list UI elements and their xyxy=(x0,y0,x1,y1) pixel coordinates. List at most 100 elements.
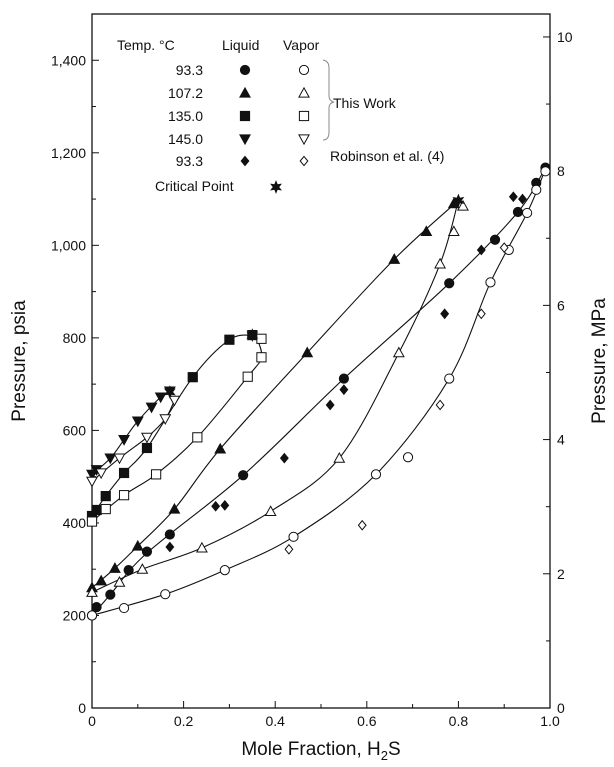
legend-liquid-marker xyxy=(240,155,250,167)
data-point xyxy=(522,207,533,219)
curve-line xyxy=(91,200,459,593)
y-right-tick-label: 6 xyxy=(557,297,565,313)
legend-temp-label: 145.0 xyxy=(168,131,203,147)
data-point xyxy=(339,384,349,396)
data-point xyxy=(279,452,289,464)
data-point xyxy=(86,610,98,621)
legend-robinson: Robinson et al. (4) xyxy=(330,148,444,164)
data-point xyxy=(457,199,469,211)
data-point xyxy=(508,191,518,203)
data-point xyxy=(264,505,277,516)
y-right-tick-label: 8 xyxy=(557,163,565,179)
curve-line xyxy=(91,167,546,616)
data-point xyxy=(151,469,162,480)
data-point xyxy=(187,372,198,383)
legend-temp-label: 93.3 xyxy=(176,62,203,78)
data-point xyxy=(518,193,527,205)
legend-header-temp: Temp. °C xyxy=(117,37,175,53)
legend-liquid-marker xyxy=(239,110,251,122)
data-point xyxy=(476,308,486,320)
data-point xyxy=(108,562,121,573)
data-point xyxy=(141,432,153,444)
legend-liquid-marker xyxy=(239,64,251,76)
data-point xyxy=(118,602,130,614)
data-point xyxy=(333,452,346,463)
data-point xyxy=(246,328,259,342)
data-point xyxy=(86,586,98,597)
plot-border xyxy=(91,13,551,709)
data-point xyxy=(91,504,102,516)
legend-liquid-marker xyxy=(239,134,251,146)
curves xyxy=(91,167,546,617)
data-point xyxy=(86,516,98,527)
curve-line xyxy=(91,200,459,589)
x-axis-title-subscript: 2 xyxy=(381,748,388,763)
data-point xyxy=(489,234,501,245)
y-right-tick-label: 0 xyxy=(557,700,565,716)
data-point xyxy=(301,346,314,358)
x-tick-label: 1.0 xyxy=(540,713,560,729)
y-axis-title-left: Pressure, psia xyxy=(9,300,30,422)
legend-vapor-marker xyxy=(298,64,310,76)
data-point xyxy=(452,193,465,208)
curve-line xyxy=(91,168,546,617)
legend-header-liquid: Liquid xyxy=(222,37,259,53)
y-right-tick-label: 10 xyxy=(557,29,573,45)
legend-temp-label: 93.3 xyxy=(176,153,203,169)
data-point xyxy=(168,395,181,407)
data-point xyxy=(392,346,405,358)
data-point xyxy=(242,371,253,382)
legend-critical-star xyxy=(270,180,282,194)
data-point xyxy=(105,589,116,600)
x-tick-label: 0.8 xyxy=(449,713,469,729)
data-point xyxy=(131,416,144,428)
data-point xyxy=(485,277,496,288)
data-point xyxy=(100,503,111,515)
x-axis-title: Mole Fraction, H2S xyxy=(241,739,400,763)
y-left-tick-label: 0 xyxy=(78,700,86,716)
data-point xyxy=(95,574,108,586)
data-point xyxy=(160,589,171,600)
data-point xyxy=(338,373,349,384)
y-right-tick-label: 4 xyxy=(557,432,565,448)
curve-line xyxy=(91,391,171,475)
plot-frame xyxy=(91,13,551,709)
curve-line xyxy=(91,334,253,517)
data-point xyxy=(165,541,175,553)
data-point xyxy=(284,543,294,555)
legend-this-work: This Work xyxy=(333,95,397,111)
legend-vapor-marker xyxy=(298,110,310,122)
y-right-tick-label: 2 xyxy=(557,566,565,582)
legend-vapor-marker xyxy=(299,155,309,167)
data-point xyxy=(211,500,221,512)
legend-vapor-marker xyxy=(298,86,310,98)
data-point xyxy=(164,529,175,540)
y-axis-title-right: Pressure, MPa xyxy=(589,298,610,424)
data-point xyxy=(86,476,98,488)
data-point xyxy=(256,352,267,363)
data-point xyxy=(531,184,542,195)
data-point xyxy=(325,399,335,411)
legend-critical-point: Critical Point xyxy=(155,178,234,194)
data-point xyxy=(444,278,455,289)
data-point xyxy=(113,453,126,465)
legend-critical-marker xyxy=(270,180,282,194)
data-point xyxy=(220,499,230,511)
x-tick-label: 0.6 xyxy=(357,713,377,729)
x-axis-title-main: Mole Fraction, H xyxy=(241,739,380,760)
data-point xyxy=(388,253,401,264)
data-point xyxy=(476,244,486,256)
legend-header-vapor: Vapor xyxy=(283,37,320,53)
data-point xyxy=(288,531,299,542)
data-point xyxy=(540,166,551,177)
legend: Temp. °C Liquid Vapor 93.3 107.2 135.0 145.… xyxy=(117,37,444,194)
y-left-tick-label: 600 xyxy=(63,422,87,438)
data-point xyxy=(499,242,509,254)
y-left-tick-label: 400 xyxy=(63,515,87,531)
legend-rows: 93.3 107.2 135.0 145.0 93.3 xyxy=(168,62,310,169)
data-point xyxy=(370,469,382,480)
data-point xyxy=(402,452,414,463)
data-point xyxy=(159,414,172,425)
data-point xyxy=(434,257,447,269)
